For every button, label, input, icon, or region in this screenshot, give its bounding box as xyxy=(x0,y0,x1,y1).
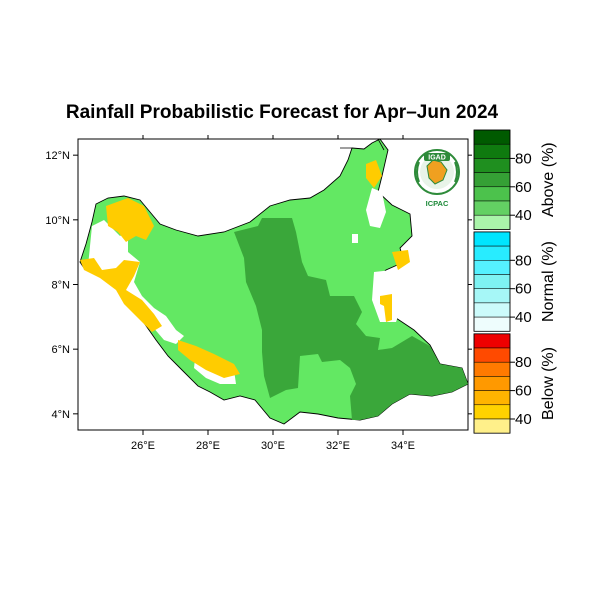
colorbar-tick-label: 40 xyxy=(515,411,532,428)
longitude-axis: 26°E 28°E 30°E 32°E 34°E xyxy=(131,135,415,452)
colorbar-swatch xyxy=(473,245,511,261)
colorbar-swatch xyxy=(473,274,511,289)
normal-patch-north xyxy=(366,188,386,228)
colorbar-swatch xyxy=(473,316,511,332)
lon-tick-label: 30°E xyxy=(261,440,285,452)
colorbar-tick-label: 40 xyxy=(515,309,532,326)
chart-title: Rainfall Probabilistic Forecast for Apr–… xyxy=(66,102,499,123)
colorbar-title: Below (%) xyxy=(540,347,557,420)
colorbar-tick-label: 60 xyxy=(515,281,532,298)
colorbar-swatch xyxy=(473,376,511,391)
colorbar-swatch xyxy=(473,260,511,275)
colorbar-tick-label: 60 xyxy=(515,179,532,196)
colorbar-swatch xyxy=(473,231,511,247)
colorbar-above: 80 60 40 Above (%) xyxy=(473,129,557,230)
colorbar-tick-label: 80 xyxy=(515,354,532,371)
below-patch-southwest xyxy=(178,340,240,378)
below-patch-east-small xyxy=(380,294,392,322)
lon-tick-label: 34°E xyxy=(391,440,415,452)
normal-patch-east xyxy=(372,262,406,322)
colorbar-swatch xyxy=(473,158,511,173)
lon-tick-label: 32°E xyxy=(326,440,350,452)
colorbar-swatch xyxy=(473,333,511,349)
colorbar-swatch xyxy=(473,143,511,159)
colorbar-swatch xyxy=(473,302,511,318)
colorbar-swatch xyxy=(473,200,511,216)
below-patch-east xyxy=(392,250,410,270)
lat-tick-label: 8°N xyxy=(52,280,71,292)
colorbar-swatch xyxy=(473,390,511,406)
normal-patch-west xyxy=(88,220,184,344)
colorbar-tick-label: 80 xyxy=(515,150,532,167)
lat-tick-label: 12°N xyxy=(45,150,70,162)
below-40-regions xyxy=(80,160,410,378)
colorbar-tick-label: 60 xyxy=(515,383,532,400)
colorbar-title: Normal (%) xyxy=(540,241,557,322)
below-patch-northwest xyxy=(106,198,154,242)
normal-patch-dot xyxy=(352,234,358,243)
lon-tick-label: 28°E xyxy=(196,440,220,452)
latitude-axis: 12°N 10°N 8°N 6°N 4°N xyxy=(45,150,472,421)
lon-tick-label: 26°E xyxy=(131,440,155,452)
lat-tick-label: 10°N xyxy=(45,215,70,227)
above-60-region xyxy=(234,218,468,420)
colorbar-swatch xyxy=(473,404,511,420)
colorbar-tick-label: 40 xyxy=(515,207,532,224)
colorbar-frame xyxy=(473,231,511,332)
colorbar-swatch xyxy=(473,186,511,202)
below-patch-west xyxy=(80,258,162,332)
colorbar-frame xyxy=(473,333,511,434)
lat-tick-label: 4°N xyxy=(52,409,71,421)
colorbar-swatch xyxy=(473,347,511,363)
colorbar-swatch xyxy=(473,129,511,145)
colorbar-tick-label: 80 xyxy=(515,252,532,269)
below-patch-northeast xyxy=(366,160,382,188)
lat-tick-label: 6°N xyxy=(52,344,71,356)
colorbar-swatch xyxy=(473,361,511,377)
northern-border-line xyxy=(340,139,385,151)
colorbar-normal: 80 60 40 Normal (%) xyxy=(473,231,557,332)
icpac-logo: IGAD ICPAC xyxy=(414,149,460,208)
colorbar-title: Above (%) xyxy=(540,142,557,217)
map-panel: 26°E 28°E 30°E 32°E 34°E 12°N 10°N 8°N 6°N 4°N xyxy=(45,135,472,452)
colorbar-swatch xyxy=(473,214,511,230)
logo-top-text: IGAD xyxy=(428,155,446,162)
legend-colorbars: 80 60 40 Above (%) 80 60 40 Normal (%) 80 60 40 Bel… xyxy=(473,129,557,434)
colorbar-below: 80 60 40 Below (%) xyxy=(473,333,557,434)
colorbar-swatch xyxy=(473,418,511,434)
colorbar-swatch xyxy=(473,172,511,188)
colorbar-frame xyxy=(473,129,511,230)
colorbar-swatch xyxy=(473,288,511,304)
logo-bottom-text: ICPAC xyxy=(426,199,449,208)
